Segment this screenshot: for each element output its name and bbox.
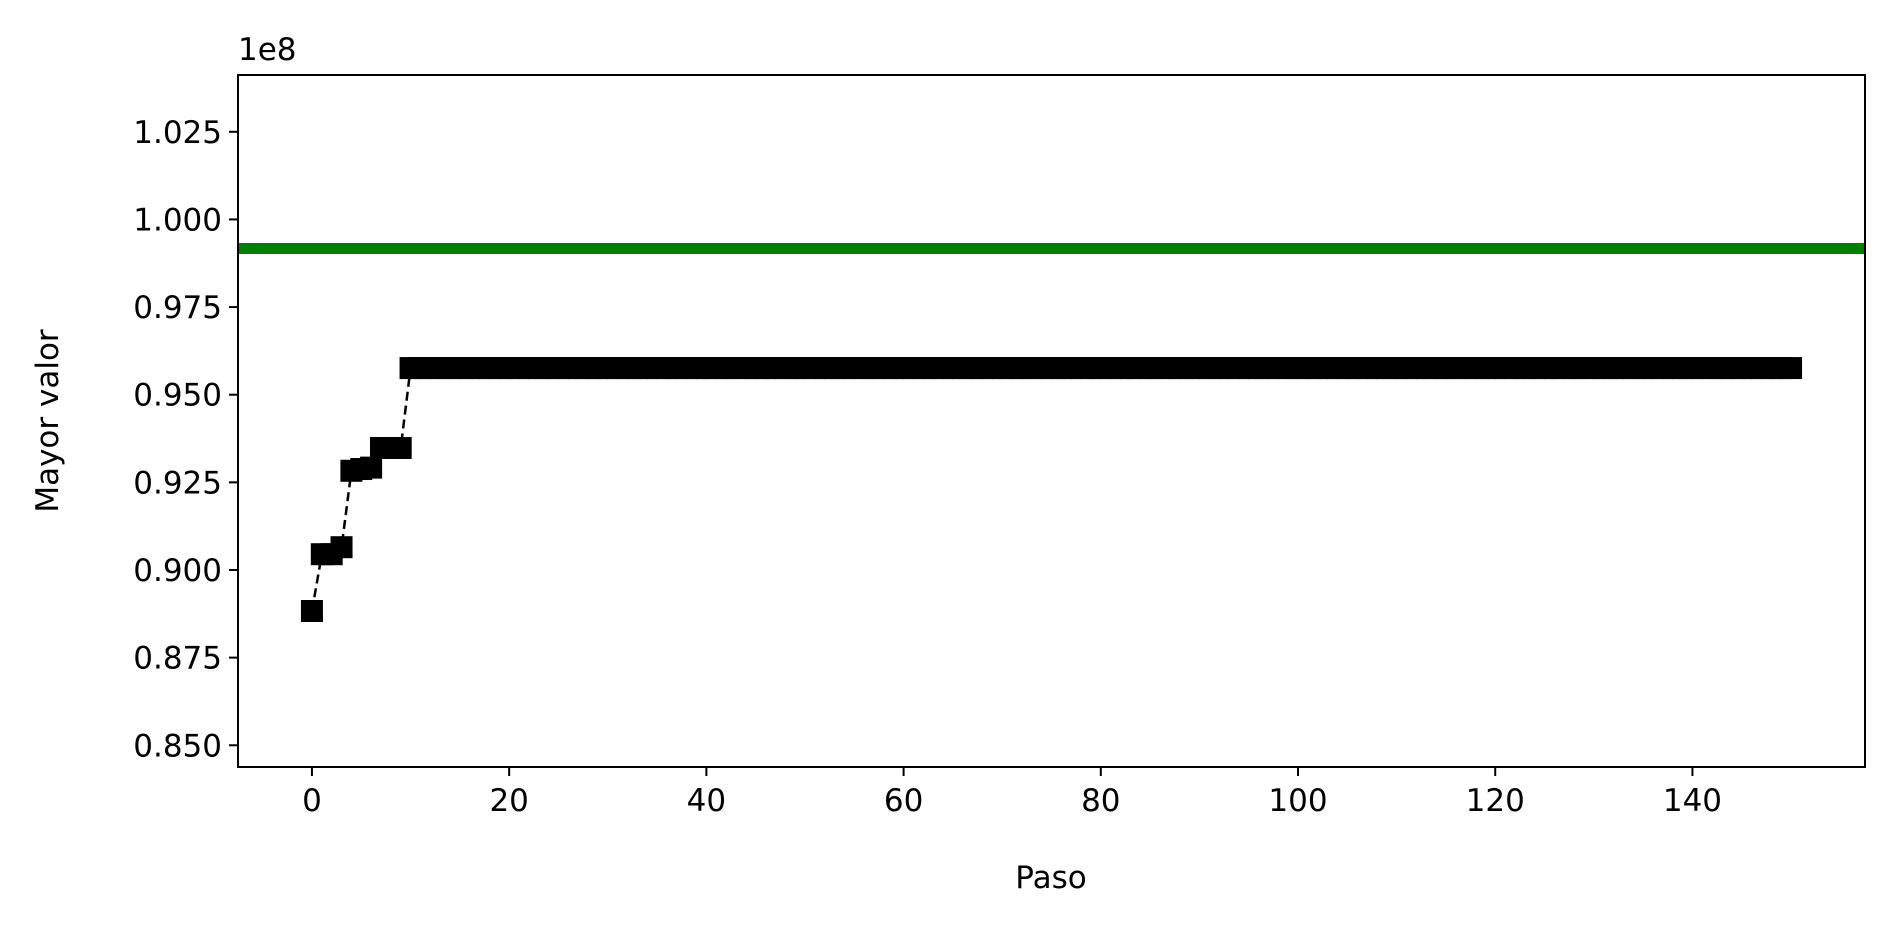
y-tick-label: 1.025 (133, 115, 222, 151)
x-tick-label: 140 (1663, 783, 1722, 819)
x-tick-label: 100 (1268, 783, 1327, 819)
y-tick-label: 0.925 (133, 465, 222, 501)
series-layer (238, 243, 1865, 622)
x-tick-label: 20 (489, 783, 528, 819)
y-tick-label: 0.875 (133, 641, 222, 677)
data-point-marker (360, 456, 383, 479)
y-tick-label: 0.975 (133, 290, 222, 326)
data-point-marker (300, 600, 323, 622)
y-tick-label: 0.950 (133, 378, 222, 414)
y-offset-label: 1e8 (238, 32, 297, 68)
x-tick-label: 40 (687, 783, 726, 819)
data-point-marker (330, 536, 353, 559)
y-tick-label: 1.000 (133, 202, 222, 238)
x-axis-label: Paso (1015, 860, 1086, 896)
x-tick-label: 80 (1081, 783, 1120, 819)
plot-frame (237, 74, 1866, 768)
x-tick-label: 60 (884, 783, 923, 819)
ticks-layer: 0 20 40 60 80 100 120 140 0.850 0.875 0.900 0.925 0.… (133, 115, 1722, 819)
x-tick-label: 0 (302, 783, 322, 819)
y-tick-label: 0.900 (133, 553, 222, 589)
y-tick-label: 0.850 (133, 728, 222, 764)
x-tick-label: 120 (1466, 783, 1525, 819)
data-point-marker (389, 436, 412, 459)
y-axis-label: Mayor valor (30, 329, 66, 513)
data-point-marker (1780, 357, 1803, 380)
